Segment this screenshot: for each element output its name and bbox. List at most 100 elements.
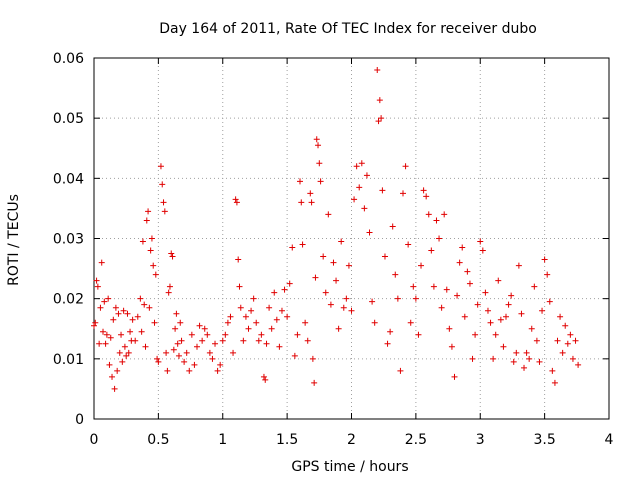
data-point	[340, 304, 347, 311]
data-point	[492, 331, 499, 338]
data-point	[508, 292, 515, 299]
data-point	[266, 304, 273, 311]
data-point	[412, 295, 419, 302]
data-point	[330, 259, 337, 266]
data-point	[93, 277, 100, 284]
data-point	[237, 304, 244, 311]
data-point	[271, 289, 278, 296]
y-tick-label: 0.05	[53, 111, 84, 127]
data-point	[143, 217, 150, 224]
data-point	[381, 253, 388, 260]
data-point	[268, 325, 275, 332]
data-point	[307, 190, 314, 197]
data-point	[163, 349, 170, 356]
data-point	[111, 385, 118, 392]
data-point	[109, 373, 116, 380]
data-point	[201, 325, 208, 332]
data-point	[233, 199, 240, 206]
data-point	[551, 379, 558, 386]
data-point	[384, 340, 391, 347]
data-point	[263, 340, 270, 347]
data-point	[375, 118, 382, 125]
plot-frame	[93, 57, 610, 420]
data-point	[142, 343, 149, 350]
data-point	[260, 373, 267, 380]
data-point	[544, 271, 551, 278]
data-point	[199, 337, 206, 344]
data-point	[327, 301, 334, 308]
data-point	[191, 361, 198, 368]
chart-title: Day 164 of 2011, Rate Of TEC Index for r…	[159, 21, 537, 37]
data-point	[436, 235, 443, 242]
data-point	[147, 247, 154, 254]
data-point	[262, 376, 269, 383]
data-point	[302, 319, 309, 326]
data-point	[291, 352, 298, 359]
data-point	[214, 367, 221, 374]
data-point	[464, 268, 471, 275]
data-point	[178, 337, 185, 344]
data-point	[479, 247, 486, 254]
data-point	[106, 361, 113, 368]
x-tick-label: 3	[476, 432, 485, 448]
data-point	[315, 142, 322, 149]
data-point	[351, 196, 358, 203]
data-point	[168, 250, 175, 257]
data-point	[120, 307, 127, 314]
data-point	[363, 172, 370, 179]
data-point	[236, 283, 243, 290]
data-point	[528, 325, 535, 332]
data-point	[369, 298, 376, 305]
data-point	[157, 163, 164, 170]
data-point	[194, 343, 200, 350]
y-tick-label: 0.01	[53, 352, 84, 368]
data-point	[338, 238, 345, 245]
data-point	[298, 199, 305, 206]
data-point	[402, 163, 409, 170]
data-point	[562, 322, 569, 329]
data-point	[100, 328, 107, 335]
data-point	[572, 337, 579, 344]
y-tick-label: 0.02	[53, 292, 84, 308]
data-point	[521, 364, 528, 371]
data-point	[309, 355, 316, 362]
data-point	[497, 316, 504, 323]
y-tick-label: 0.06	[53, 51, 84, 67]
data-point	[148, 235, 155, 242]
data-point	[358, 160, 365, 167]
data-point	[127, 328, 134, 335]
data-point	[376, 97, 383, 104]
data-point	[248, 307, 255, 314]
data-point	[150, 262, 157, 269]
data-point	[533, 337, 540, 344]
data-point	[297, 178, 303, 185]
data-point	[145, 208, 152, 215]
data-point	[503, 313, 509, 320]
data-point	[146, 304, 153, 311]
data-point	[119, 358, 126, 365]
x-tick-label: 1.5	[276, 432, 298, 448]
data-point	[175, 352, 182, 359]
data-point	[356, 184, 363, 191]
data-point	[438, 304, 445, 311]
data-point	[286, 280, 293, 287]
data-point	[160, 199, 167, 206]
data-point	[212, 340, 219, 347]
data-point	[217, 361, 224, 368]
x-tick-label: 3.5	[533, 432, 555, 448]
data-point	[420, 187, 427, 194]
data-point	[174, 340, 181, 347]
data-point	[569, 355, 576, 362]
x-tick-label: 1	[218, 432, 227, 448]
data-point	[308, 199, 315, 206]
data-point	[392, 271, 399, 278]
data-point	[500, 343, 507, 350]
data-point	[482, 289, 489, 296]
data-point	[320, 253, 327, 260]
data-point	[115, 310, 122, 317]
data-point	[235, 256, 242, 263]
data-point	[557, 313, 564, 320]
data-point	[518, 310, 525, 317]
data-point	[418, 262, 425, 269]
data-point	[294, 331, 301, 338]
